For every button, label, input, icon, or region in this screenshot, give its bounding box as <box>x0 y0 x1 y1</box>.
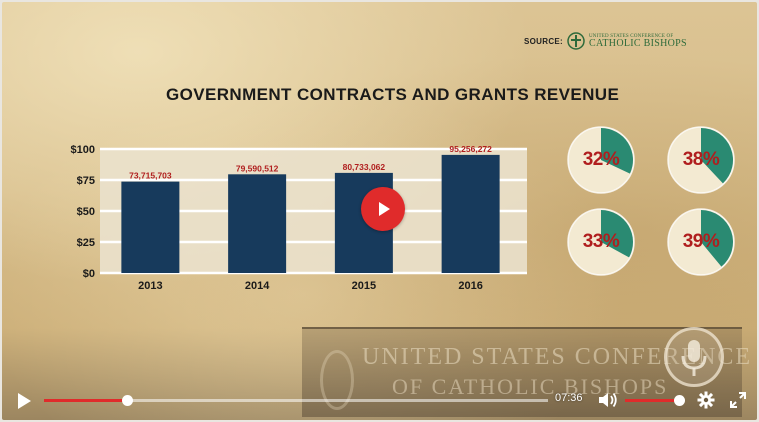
pie-svg <box>667 126 735 194</box>
pie-chart: 32% <box>566 125 636 195</box>
x-tick-label: 2015 <box>352 280 376 292</box>
y-tick-label: $75 <box>77 175 95 187</box>
usccb-logo-icon <box>567 32 585 50</box>
watermark-line-2: OF CATHOLIC BISHOPS <box>392 374 669 399</box>
pie-chart: 38% <box>666 125 736 195</box>
pie-chart: 33% <box>566 207 636 277</box>
y-tick-label: $0 <box>83 268 95 280</box>
time-display: 07:36 <box>555 392 583 404</box>
seal-watermark <box>320 350 354 410</box>
bar-value-label: 95,256,272 <box>449 144 492 154</box>
volume-handle[interactable] <box>674 395 685 406</box>
control-bar: 07:36 <box>2 385 757 420</box>
fullscreen-icon[interactable] <box>729 391 747 409</box>
pie-label: 32% <box>582 149 620 170</box>
pie-slice <box>701 128 734 184</box>
bar <box>228 174 287 273</box>
bar-value-label: 79,590,512 <box>236 163 279 173</box>
usccb-wordmark: UNITED STATES CONFERENCE OF CATHOLIC BIS… <box>589 34 687 49</box>
usccb-wordmark-bottom: CATHOLIC BISHOPS <box>589 37 687 49</box>
progress-bar[interactable] <box>44 395 548 406</box>
pie-slice <box>601 210 634 258</box>
source-label: SOURCE: <box>524 36 563 46</box>
pie-label: 39% <box>682 231 720 252</box>
volume-icon[interactable] <box>598 391 618 409</box>
y-tick-label: $50 <box>77 206 95 218</box>
progress-fill <box>44 399 128 402</box>
y-tick-label: $100 <box>71 144 95 156</box>
pie-chart: 39% <box>666 207 736 277</box>
microphone-watermark-icon <box>664 327 724 387</box>
play-icon <box>379 202 390 216</box>
x-tick-label: 2014 <box>245 280 270 292</box>
bar <box>441 154 500 273</box>
volume-slider[interactable] <box>625 395 685 406</box>
usccb-wordmark-top: UNITED STATES CONFERENCE OF <box>589 33 674 39</box>
bar-chart: $0 $25 $50 $75 $100 73,715,703 2013 79,590,512 2… <box>71 144 527 292</box>
source-credit: SOURCE: UNITED STATES CONFERENCE OF CATH… <box>524 32 687 50</box>
pie-slice <box>601 128 633 174</box>
bar <box>121 181 180 273</box>
settings-gear-icon[interactable] <box>697 391 715 409</box>
play-overlay-button[interactable] <box>361 187 405 231</box>
pie-svg <box>567 126 635 194</box>
pie-svg <box>567 208 635 276</box>
chart-title: GOVERNMENT CONTRACTS AND GRANTS REVENUE <box>166 85 620 104</box>
pie-label: 33% <box>582 231 620 252</box>
pie-label: 38% <box>682 149 720 170</box>
progress-handle[interactable] <box>122 395 134 406</box>
pie-svg <box>667 208 735 276</box>
play-button[interactable] <box>16 392 32 410</box>
x-tick-label: 2013 <box>138 280 162 292</box>
x-tick-label: 2016 <box>458 280 482 292</box>
bar-value-label: 73,715,703 <box>129 171 172 181</box>
volume-fill <box>625 399 679 402</box>
pie-slice <box>701 210 734 267</box>
y-tick-label: $25 <box>77 237 95 249</box>
bar-value-label: 80,733,062 <box>343 162 386 172</box>
